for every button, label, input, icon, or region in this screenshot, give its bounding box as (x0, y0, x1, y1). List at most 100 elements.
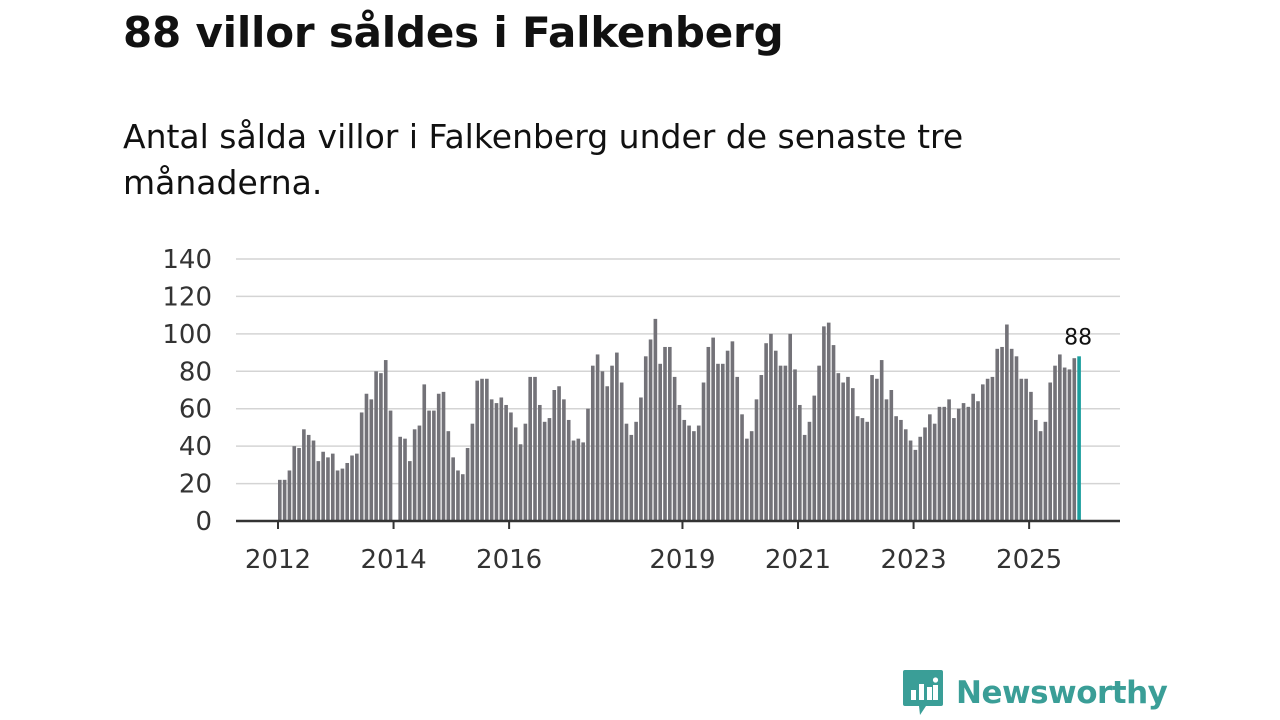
bar (590, 365, 595, 521)
bar (995, 348, 1000, 521)
chart-subtitle: Antal sålda villor i Falkenberg under de… (123, 117, 964, 202)
bar (773, 350, 778, 521)
bar (648, 339, 653, 521)
bar (894, 416, 898, 521)
bar (552, 390, 557, 521)
bar (658, 363, 662, 521)
y-tick-label: 20 (179, 470, 212, 500)
bar (562, 399, 566, 521)
bar (696, 425, 701, 521)
bar (586, 408, 590, 521)
bar (350, 455, 354, 521)
bar (374, 371, 378, 521)
x-tick-label: 2016 (476, 545, 542, 575)
bar (875, 378, 879, 521)
bar (533, 376, 537, 521)
bar (793, 369, 797, 521)
bar (297, 448, 301, 521)
bar (1019, 378, 1024, 521)
bar (379, 373, 383, 521)
bar (923, 427, 927, 521)
bars (278, 318, 1081, 521)
bar (475, 380, 480, 521)
bar (528, 376, 532, 521)
bar (643, 356, 648, 521)
newsworthy-logo: Newsworthy (902, 668, 1168, 718)
x-axis: 2012 2014 2016 2019 2021 2023 2025 (236, 519, 1120, 575)
bar (436, 393, 441, 521)
bar (822, 326, 826, 521)
bar (1048, 382, 1053, 521)
bar (581, 442, 585, 521)
bar (860, 418, 865, 521)
bar (769, 333, 773, 521)
bar (976, 401, 980, 521)
bar (826, 322, 831, 521)
bar (316, 461, 321, 521)
y-tick-label: 80 (179, 357, 212, 387)
bar (1014, 356, 1019, 521)
bar (335, 470, 340, 521)
bar (451, 457, 455, 521)
bar (422, 384, 427, 521)
bar (908, 440, 913, 521)
bar (610, 365, 614, 521)
bar (330, 453, 335, 521)
x-tick-label: 2023 (880, 545, 946, 575)
bar (884, 399, 889, 521)
bar (928, 414, 932, 521)
bar (499, 397, 504, 521)
bar (841, 382, 845, 521)
bar (836, 373, 841, 521)
bar (687, 425, 691, 521)
bar (846, 376, 850, 521)
bar (1062, 367, 1067, 521)
bar (403, 438, 407, 521)
bar (937, 406, 942, 521)
x-tick-label: 2025 (996, 545, 1062, 575)
bar (961, 403, 966, 521)
bar (716, 363, 720, 521)
annotations: 88 (1064, 325, 1092, 350)
bar (547, 418, 552, 521)
bar (1067, 369, 1072, 521)
x-tick-label: 2021 (765, 545, 831, 575)
newsworthy-logo-icon (903, 670, 943, 715)
bar (355, 453, 359, 521)
bar (745, 438, 749, 521)
bar (518, 444, 523, 521)
bar (672, 376, 677, 521)
bar (889, 390, 894, 521)
x-tick-label: 2014 (360, 545, 426, 575)
bar (711, 337, 715, 521)
bar (427, 410, 431, 521)
last-value-label: 88 (1064, 325, 1092, 350)
bar (682, 419, 687, 521)
x-tick-label: 2012 (245, 545, 311, 575)
bar (509, 412, 513, 521)
bar (735, 376, 740, 521)
newsworthy-logo-text: Newsworthy (956, 675, 1168, 711)
bar (952, 418, 956, 521)
bar (364, 393, 369, 521)
bar (754, 399, 759, 521)
y-tick-label: 40 (179, 432, 212, 462)
bar (1005, 324, 1009, 521)
bar (1038, 431, 1043, 521)
bar (956, 408, 961, 521)
bar (639, 397, 643, 521)
bar (663, 346, 667, 521)
bar (971, 393, 975, 521)
y-tick-label: 60 (179, 395, 212, 425)
bar (1009, 348, 1014, 521)
bar (1024, 378, 1028, 521)
bar (817, 365, 821, 521)
bar (730, 341, 735, 521)
bar (870, 375, 874, 521)
bar (383, 360, 388, 521)
bar (865, 421, 870, 521)
bar (523, 423, 528, 521)
bar (740, 414, 744, 521)
bar (600, 371, 605, 521)
bar (369, 399, 374, 521)
